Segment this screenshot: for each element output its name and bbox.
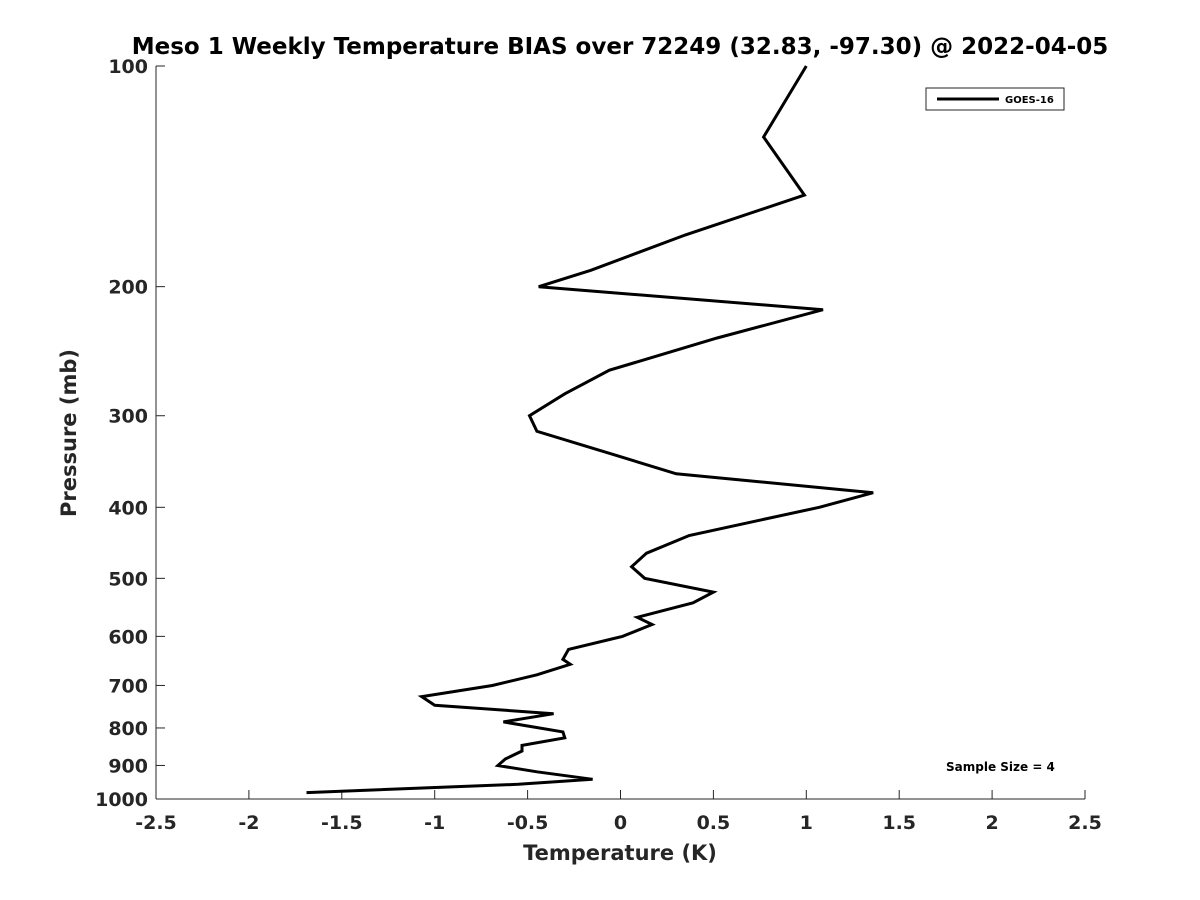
x-tick-label: 1.5 [882,812,916,834]
x-tick-label: 0.5 [697,812,731,834]
x-tick-label: -0.5 [507,812,549,834]
x-tick-label: -2 [238,812,259,834]
y-axis-title: Pressure (mb) [57,349,81,517]
x-axis-title: Temperature (K) [523,841,717,865]
y-tick-label: 200 [108,277,148,299]
legend: GOES-16 [925,87,1065,111]
x-tick-label: -2.5 [135,812,177,834]
x-tick-label: 2.5 [1068,812,1102,834]
x-tick-label: 1 [800,812,813,834]
series-layer [306,65,874,795]
y-axis-ticks: 100 200 300 400 500 600 700 800 900 1000 [95,56,165,811]
x-axis-ticks: -2.5 -2 -1.5 -1 -0.5 0 0.5 1 1.5 2 2.5 [135,790,1102,834]
x-tick-label: -1.5 [321,812,363,834]
x-tick-label: 2 [985,812,998,834]
chart-title: Meso 1 Weekly Temperature BIAS over 7224… [132,34,1109,60]
y-tick-label: 500 [108,568,148,590]
x-tick-label: -1 [424,812,445,834]
y-tick-label: 700 [108,675,148,697]
y-tick-label: 900 [108,755,148,777]
y-tick-label: 600 [108,626,148,648]
y-tick-label: 300 [108,406,148,428]
legend-label-goes-16: GOES-16 [1005,95,1054,106]
y-tick-label: 1000 [95,789,148,811]
y-tick-label: 100 [108,56,148,78]
y-tick-label: 400 [108,497,148,519]
x-tick-label: 0 [614,812,627,834]
y-tick-label: 800 [108,718,148,740]
sample-size-annotation: Sample Size = 4 [946,760,1055,774]
series-line-goes-16 [306,65,874,795]
